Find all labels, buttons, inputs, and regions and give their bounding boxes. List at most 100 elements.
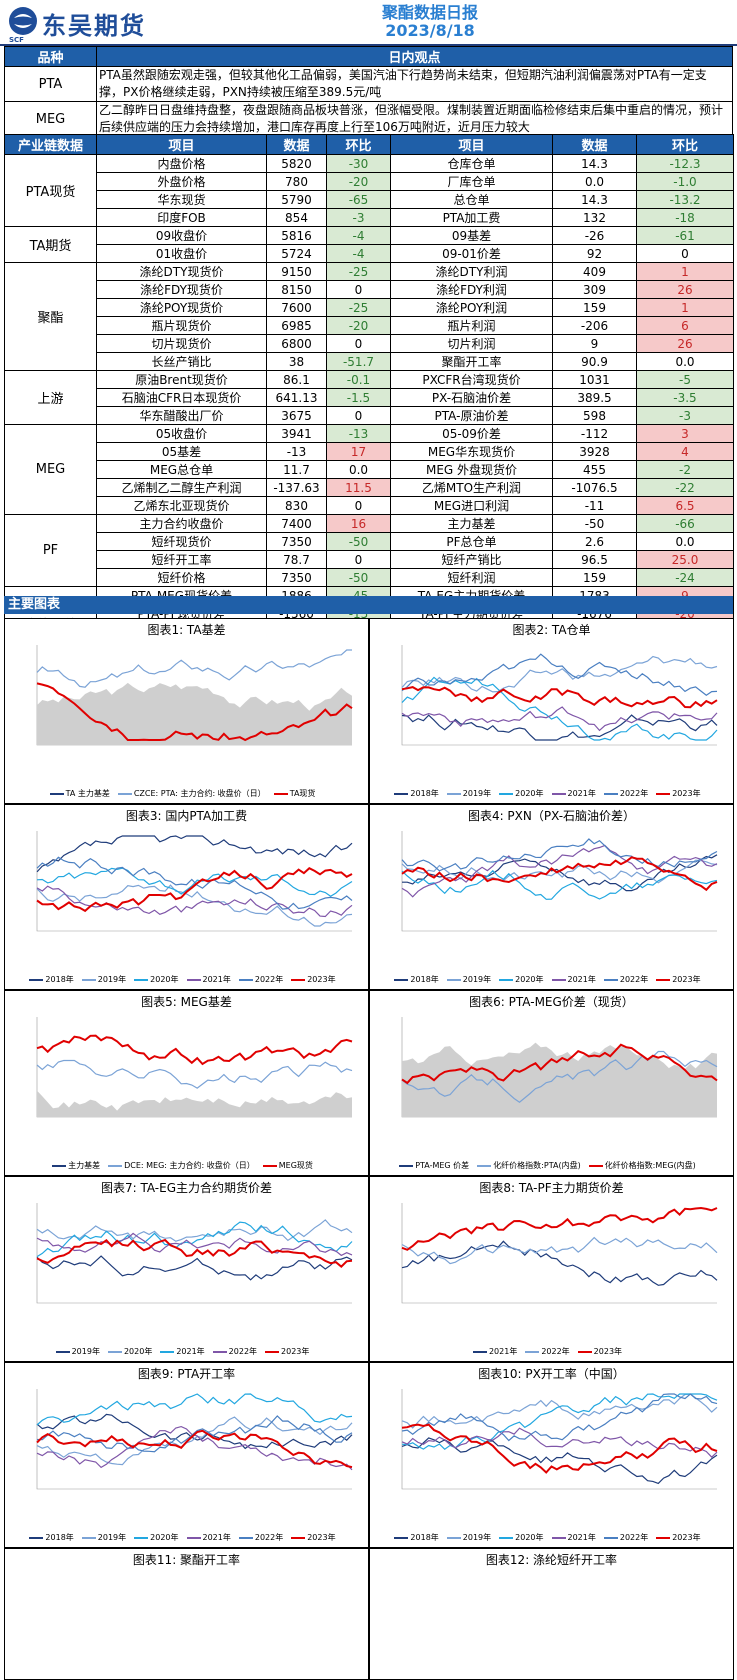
item-name: 09收盘价	[96, 226, 267, 245]
item-name: 外盘价格	[96, 172, 267, 191]
view-text-pta: PTA虽然跟随宏观走强，但较其他化工品偏弱，美国汽油下行趋势尚未结束，但短期汽油…	[96, 66, 733, 102]
legend-item: 2020年	[107, 1347, 153, 1356]
view-col-variety: 品种	[4, 46, 97, 67]
legend-label: 2019年	[462, 789, 492, 798]
item-change: 6.5	[636, 496, 734, 515]
series-line	[36, 1034, 353, 1066]
legend-item: 2018年	[394, 1533, 439, 1542]
series-line	[36, 885, 353, 918]
table-row: 华东现货 5790 -65 总仓单 14.3 -13.2	[5, 190, 734, 209]
data-header-6: 环比	[636, 134, 734, 155]
series-line	[401, 1206, 718, 1251]
item-value: 5816	[266, 226, 327, 245]
chart-2: 图表2: TA仓单 2018年 2019年 2020年 2021年 2022年 2023年	[369, 618, 734, 804]
table-row: PTA现货 内盘价格 5820 -30 仓库仓单 14.3 -12.3	[4, 154, 734, 227]
legend-item: 2019年	[446, 789, 492, 798]
legend-swatch	[291, 978, 306, 981]
group-name: 上游	[4, 370, 97, 425]
item-change: -20	[326, 316, 391, 335]
chart-7: 图表7: TA-EG主力合约期货价差 2019年 2020年 2021年 2022年 20…	[4, 1176, 369, 1362]
chart-legend: 2019年 2020年 2021年 2022年 2023年	[9, 1347, 364, 1357]
item-value: 830	[266, 496, 327, 515]
legend-label: 化纤价格指数:PTA(内盘)	[493, 1161, 581, 1170]
legend-item: 2018年	[394, 975, 439, 984]
item-name: 乙烯MTO生产利润	[390, 478, 553, 497]
item-value: -112	[552, 424, 637, 443]
chart-11: 图表11: 聚酯开工率	[4, 1548, 369, 1680]
item-change: 0.0	[636, 352, 734, 371]
item-name: 05-09价差	[390, 424, 553, 443]
legend-swatch	[107, 1350, 122, 1353]
legend-swatch	[29, 1536, 44, 1539]
series-line	[401, 1393, 718, 1429]
item-value: 3675	[266, 406, 327, 425]
legend-swatch	[186, 978, 201, 981]
legend-item: 2021年	[472, 1347, 517, 1356]
series-line	[401, 706, 718, 732]
item-change: 0	[326, 550, 391, 569]
table-row: 涤纶POY现货价 7600 -25 涤纶POY利润 159 1	[5, 298, 734, 317]
report-title-text: 聚酯数据日报	[381, 3, 478, 22]
brand-abbrev: SCF	[9, 36, 24, 44]
series-line	[401, 655, 718, 693]
legend-swatch	[656, 792, 671, 795]
legend-label: CZCE: PTA: 主力合约: 收盘价（日）	[133, 789, 266, 798]
legend-item: 2018年	[29, 1533, 74, 1542]
group-name: TA期货	[4, 226, 97, 263]
chart-title: 图表10: PX开工率（中国）	[478, 1367, 625, 1381]
legend-swatch	[52, 1164, 67, 1167]
chart-title: 图表11: 聚酯开工率	[132, 1553, 241, 1567]
legend-swatch	[499, 1536, 514, 1539]
series-line	[402, 1042, 717, 1117]
item-value: 86.1	[266, 370, 327, 389]
legend-item: 2018年	[29, 975, 74, 984]
item-change: 0	[636, 244, 734, 263]
item-value: 14.3	[552, 190, 637, 209]
table-row: 瓶片现货价 6985 -20 瓶片利润 -206 6	[5, 316, 734, 335]
chart-title: 图表7: TA-EG主力合约期货价差	[100, 1181, 273, 1195]
company-logo-icon	[9, 7, 37, 35]
data-header-0: 产业链数据	[4, 134, 97, 155]
item-value: -206	[552, 316, 637, 335]
item-name: PTA-原油价差	[390, 406, 553, 425]
item-value: 159	[552, 568, 637, 587]
data-table-header: 产业链数据 项目 数据 环比 项目 数据 环比	[4, 134, 734, 155]
legend-item: 2021年	[551, 789, 596, 798]
legend-swatch	[273, 792, 288, 795]
table-row: 短纤价格 7350 -50 短纤利润 159 -24	[5, 568, 734, 587]
item-change: -25	[326, 262, 391, 281]
legend-label: 2023年	[307, 1533, 336, 1542]
item-change: -3	[636, 406, 734, 425]
series-line	[36, 1059, 353, 1089]
legend-label: 2021年	[567, 975, 596, 984]
item-change: -18	[636, 208, 734, 227]
series-line	[36, 1238, 353, 1268]
table-row: TA期货 09收盘价 5816 -4 09基差 -26 -61	[4, 226, 734, 263]
legend-label: 2020年	[123, 1347, 153, 1356]
legend-label: 2023年	[672, 975, 701, 984]
item-name: 涤纶POY利润	[390, 298, 553, 317]
legend-label: 2019年	[97, 975, 127, 984]
series-line	[401, 844, 718, 898]
legend-item: 2023年	[656, 789, 701, 798]
chart-legend: 2018年 2019年 2020年 2021年 2022年 2023年	[374, 789, 729, 799]
legend-swatch	[399, 1164, 414, 1167]
chart-9: 图表9: PTA开工率 2018年 2019年 2020年 2021年 2022年 2023…	[4, 1362, 369, 1548]
item-value: 8150	[266, 280, 327, 299]
legend-swatch	[186, 1536, 201, 1539]
table-row: 短纤现货价 7350 -50 PF总仓单 2.6 0.0	[5, 532, 734, 551]
legend-item: 2023年	[656, 975, 701, 984]
item-name: 切片现货价	[96, 334, 267, 353]
item-value: -50	[552, 514, 637, 533]
legend-swatch	[291, 1536, 306, 1539]
item-value: 5724	[266, 244, 327, 263]
legend-item: 2018年	[394, 789, 439, 798]
legend-item: 2019年	[81, 975, 127, 984]
legend-item: 2023年	[291, 975, 336, 984]
item-change: -50	[326, 532, 391, 551]
item-value: 6985	[266, 316, 327, 335]
item-change: -20	[326, 172, 391, 191]
legend-label: 2020年	[515, 1533, 544, 1542]
series-line	[36, 866, 353, 913]
chart-plot	[401, 831, 718, 932]
